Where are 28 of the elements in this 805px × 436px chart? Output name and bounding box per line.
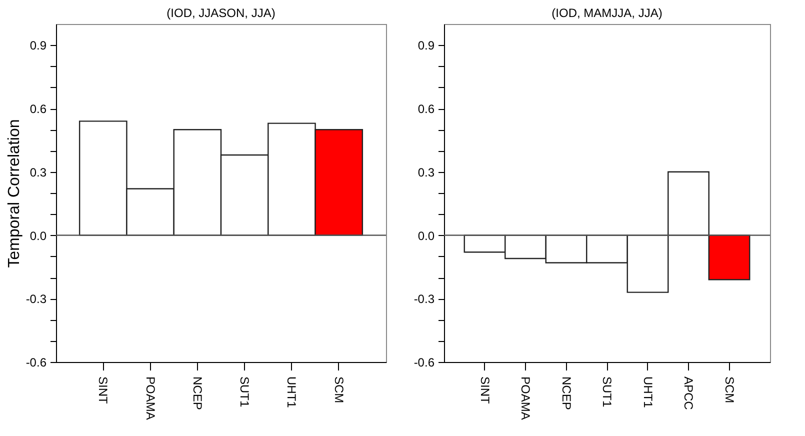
y-tick-label: 0.3 xyxy=(418,165,435,180)
y-tick-label: -0.6 xyxy=(26,356,47,370)
x-tick-label: POAMA xyxy=(518,376,532,420)
x-tick-label: UHT1 xyxy=(640,376,655,408)
x-tick-label: SINT xyxy=(478,376,492,405)
x-tick-label: SUT1 xyxy=(238,376,252,408)
chart-title: (IOD, JJASON, JJA) xyxy=(166,6,276,20)
y-tick-label: -0.3 xyxy=(26,292,47,306)
y-tick-label: 0.0 xyxy=(30,228,47,243)
x-tick-label: SCM xyxy=(332,376,346,404)
y-tick-label: 0.3 xyxy=(30,165,47,180)
y-tick-label: -0.3 xyxy=(414,292,435,306)
chart-title: (IOD, MAMJJA, JJA) xyxy=(552,6,662,20)
x-tick-label: SINT xyxy=(96,376,110,405)
y-tick-label: -0.6 xyxy=(414,356,435,370)
x-tick-label: SUT1 xyxy=(600,376,614,408)
x-tick-label: APCC xyxy=(682,376,696,410)
x-tick-label: NCEP xyxy=(190,376,204,410)
y-axis-title: Temporal Correlation xyxy=(6,119,23,268)
y-tick-label: 0.0 xyxy=(418,228,435,243)
x-tick-label: UHT1 xyxy=(284,376,299,408)
y-tick-label: 0.6 xyxy=(418,102,435,116)
x-tick-label: NCEP xyxy=(559,376,574,410)
y-tick-label: 0.6 xyxy=(30,102,47,116)
y-tick-label: 0.9 xyxy=(30,38,47,53)
x-tick-label: SCM xyxy=(722,376,736,404)
y-tick-label: 0.9 xyxy=(418,38,435,53)
x-tick-label: POAMA xyxy=(143,376,158,420)
